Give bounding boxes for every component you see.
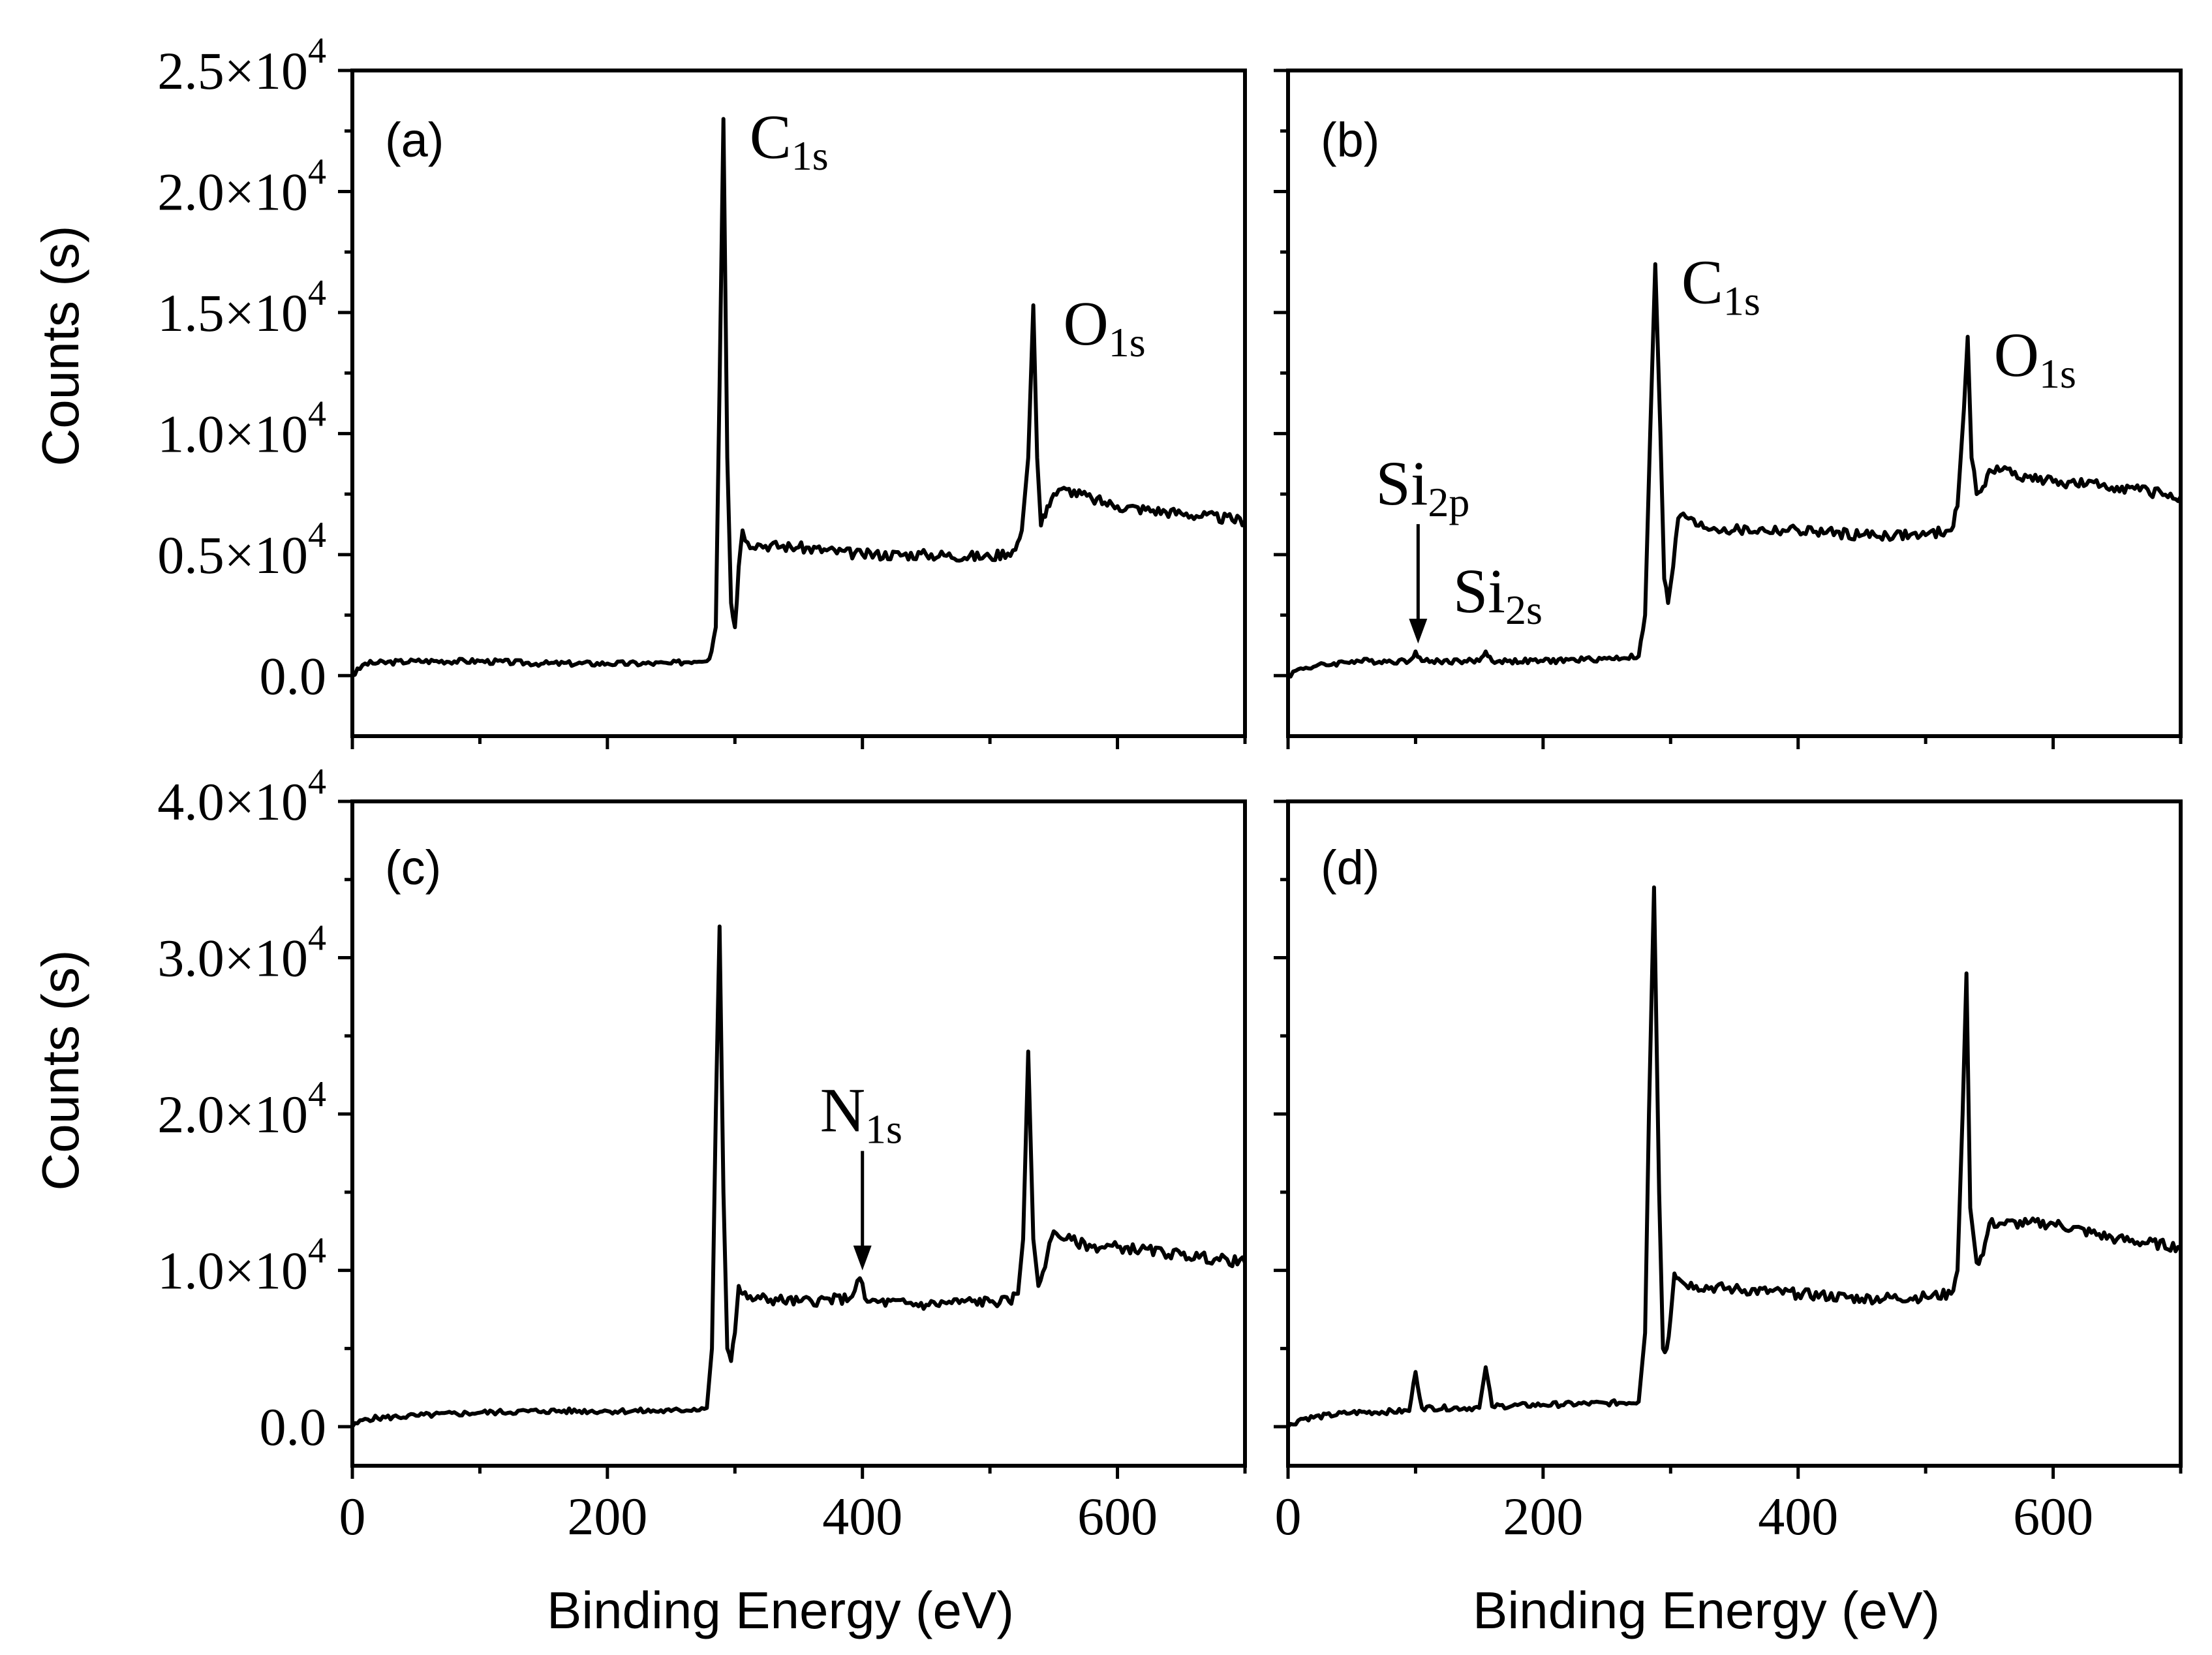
y-tick-mantissa: 2.0×10 [157, 1085, 308, 1144]
y-tick-exponent: 4 [308, 918, 326, 959]
peak-label-si2p: Si2p [1375, 448, 1469, 525]
peak-label-orbital: 2p [1428, 479, 1469, 525]
peak-label-o1s: O1s [1063, 288, 1145, 365]
panel-d-x-ticks: 0 200 400 600 [1275, 1466, 2183, 1546]
panel-d-label: (d) [1321, 841, 1379, 895]
panel-a-frame [350, 69, 1247, 738]
panel-c-spectrum-line [350, 924, 1247, 1428]
peak-label-element: C [1682, 247, 1723, 317]
peak-label-element: N [820, 1075, 865, 1145]
y-tick-mantissa: 0.0 [260, 646, 327, 705]
panel-b-y-ticks [1274, 69, 1288, 677]
panel-c-ylabel: Counts (s) [31, 950, 89, 1191]
panel-d-spectrum-line [1286, 885, 2181, 1429]
peak-label-orbital: 1s [1109, 319, 1146, 365]
panel-c-label: (c) [385, 841, 441, 895]
x-tick-label: 200 [1503, 1487, 1583, 1546]
panel-d-xlabel: Binding Energy (eV) [1473, 1581, 1940, 1639]
y-tick-exponent: 4 [308, 515, 326, 555]
panel-c-frame [350, 799, 1247, 1468]
peak-label-orbital: 2s [1505, 587, 1543, 633]
y-tick-label: 1.0×104 [157, 1231, 326, 1301]
y-tick-mantissa: 0.5×10 [157, 525, 308, 585]
y-tick-label: 3.0×104 [157, 918, 326, 988]
panel-a: (a) Counts (s) 0.00.5×1041.0×1041.5×1042… [31, 31, 1247, 749]
panel-c-xlabel: Binding Energy (eV) [547, 1581, 1014, 1639]
y-tick-mantissa: 1.0×10 [157, 404, 308, 463]
panel-c: (c) Counts (s) Binding Energy (eV) 0.0 1.… [31, 762, 1247, 1639]
panel-a-spectrum-line [351, 117, 1247, 678]
panel-c-x-ticks: 0 200 400 600 [339, 1466, 1247, 1546]
peak-label-orbital: 1s [2039, 350, 2076, 397]
x-tick-label: 0 [339, 1487, 366, 1546]
y-tick-label: 0.0 [260, 1397, 327, 1457]
peak-label-si2s: Si2s [1453, 556, 1543, 633]
y-tick-label: 1.0×104 [157, 394, 326, 463]
y-tick-mantissa: 3.0×10 [157, 929, 308, 988]
panel-b-spectrum-line [1287, 262, 2183, 679]
x-tick-label: 400 [822, 1487, 902, 1546]
peak-label-element: C [750, 102, 791, 172]
y-tick-mantissa: 0.0 [260, 1397, 327, 1457]
y-tick-exponent: 4 [308, 151, 326, 192]
peak-label-element: O [1063, 288, 1108, 358]
panel-b-frame [1286, 69, 2183, 738]
panel-b-x-ticks [1286, 736, 2183, 749]
y-tick-mantissa: 2.0×10 [157, 162, 308, 221]
x-tick-label: 200 [567, 1487, 647, 1546]
peak-label-element: O [1994, 320, 2039, 390]
y-tick-label: 2.0×104 [157, 151, 326, 221]
peak-arrow-head [1409, 619, 1428, 644]
peak-label-n1s: N1s [820, 1075, 902, 1152]
y-tick-exponent: 4 [308, 31, 326, 71]
y-tick-exponent: 4 [308, 394, 326, 434]
peak-label-c1s: C1s [1682, 247, 1760, 324]
panel-d-frame [1286, 799, 2183, 1468]
y-tick-label: 0.5×104 [157, 515, 326, 585]
x-tick-label: 0 [1275, 1487, 1302, 1546]
panel-c-peak-labels: N1s [820, 1075, 902, 1271]
peak-arrow-head [853, 1245, 872, 1271]
x-tick-label: 600 [1077, 1487, 1158, 1546]
y-tick-label: 2.5×104 [157, 31, 326, 101]
x-tick-label: 400 [1758, 1487, 1838, 1546]
y-tick-exponent: 4 [308, 1231, 326, 1271]
y-tick-label: 1.5×104 [157, 273, 326, 343]
peak-label-orbital: 1s [791, 132, 829, 179]
peak-label-orbital: 1s [1723, 278, 1760, 324]
panel-a-x-ticks [350, 736, 1247, 749]
panel-a-ylabel: Counts (s) [31, 226, 89, 467]
panel-d: (d) Binding Energy (eV) 0 200 400 600 [1274, 799, 2183, 1639]
y-tick-label: 4.0×104 [157, 762, 326, 831]
y-tick-mantissa: 1.5×10 [157, 283, 308, 343]
y-tick-label: 0.0 [260, 646, 327, 705]
y-tick-exponent: 4 [308, 762, 326, 802]
panel-a-label: (a) [385, 113, 444, 167]
y-tick-label: 2.0×104 [157, 1074, 326, 1144]
peak-label-element: Si [1375, 448, 1428, 518]
y-tick-mantissa: 2.5×10 [157, 41, 308, 101]
y-tick-exponent: 4 [308, 273, 326, 313]
y-tick-mantissa: 4.0×10 [157, 772, 308, 831]
y-tick-mantissa: 1.0×10 [157, 1241, 308, 1301]
y-tick-exponent: 4 [308, 1074, 326, 1115]
peak-label-orbital: 1s [865, 1106, 902, 1152]
x-tick-label: 600 [2013, 1487, 2093, 1546]
peak-label-element: Si [1453, 556, 1505, 626]
peak-label-o1s: O1s [1994, 320, 2076, 397]
peak-label-c1s: C1s [750, 102, 829, 179]
panel-d-y-ticks [1274, 799, 1288, 1429]
panel-b-label: (b) [1321, 113, 1379, 167]
